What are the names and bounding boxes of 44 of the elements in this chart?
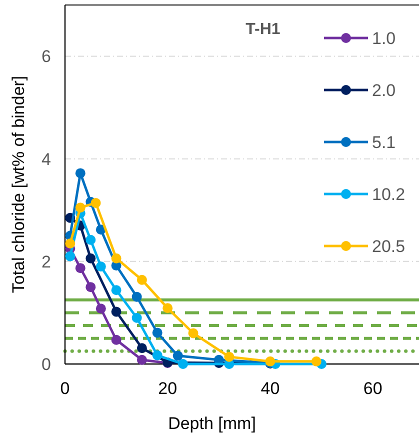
point	[224, 352, 234, 362]
point	[136, 343, 147, 354]
point	[152, 350, 162, 360]
legend-label: 1.0	[372, 28, 396, 48]
point	[311, 356, 322, 366]
point	[132, 292, 142, 302]
legend-label: 20.5	[372, 236, 406, 256]
point	[111, 334, 122, 345]
point	[86, 282, 96, 292]
point	[75, 263, 86, 274]
x-tick-label: 20	[158, 379, 178, 398]
point	[75, 168, 86, 178]
point	[111, 253, 122, 264]
point	[178, 359, 188, 369]
point	[65, 251, 76, 262]
point	[75, 202, 86, 213]
point	[111, 285, 122, 296]
point	[65, 238, 76, 248]
point	[162, 303, 173, 314]
x-tick-label: 0	[60, 379, 70, 398]
text: T-H1	[246, 21, 280, 38]
y-tick-label: 4	[42, 150, 51, 169]
y-tick-label: 0	[42, 354, 51, 374]
x-axis-title: Depth [mm]	[168, 414, 256, 433]
point	[90, 198, 101, 208]
point	[136, 354, 147, 365]
point	[188, 328, 198, 338]
y-axis-title: Total chloride [wt% of binder]	[9, 76, 28, 294]
legend-label: 2.0	[372, 80, 396, 100]
point	[86, 253, 96, 264]
x-tick-label: 40	[260, 379, 280, 398]
point	[132, 312, 142, 323]
x-tick-label: 60	[363, 379, 382, 398]
point	[86, 234, 96, 245]
y-tick-label: 6	[42, 47, 51, 66]
point	[172, 350, 183, 361]
point	[136, 274, 147, 285]
point	[96, 262, 106, 272]
y-tick-label: 2	[42, 252, 51, 272]
point	[152, 328, 162, 338]
legend-label: 5.1	[372, 132, 396, 152]
legend-label: 10.2	[372, 184, 406, 204]
point	[111, 306, 122, 317]
point	[96, 304, 106, 314]
